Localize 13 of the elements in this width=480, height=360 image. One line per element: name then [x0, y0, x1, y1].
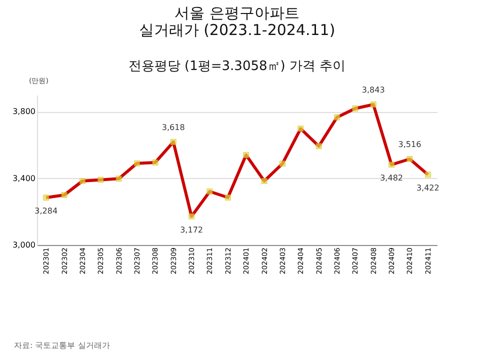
data-label: 3,284 [34, 206, 58, 216]
data-label: 3,482 [380, 174, 403, 183]
y-tick-label: 3,000 [12, 240, 36, 250]
text: 자료: 국토교통부 실거래가 [14, 340, 110, 351]
y-tick-label: 3,800 [12, 107, 36, 116]
chart-title: 서울 은평구아파트 실거래가 (2023.1-2024.11) [138, 4, 336, 39]
data-label: 3,843 [362, 86, 385, 94]
chart-subtitle: 전용평당 (1평=3.3058㎡) 가격 추이 [128, 59, 346, 74]
data-label: 3,618 [162, 123, 185, 132]
y-tick-label: 3,400 [12, 174, 36, 183]
data-label: 3,422 [416, 184, 440, 193]
data-label: 3,516 [398, 140, 422, 149]
data-label: 3,172 [180, 225, 203, 234]
